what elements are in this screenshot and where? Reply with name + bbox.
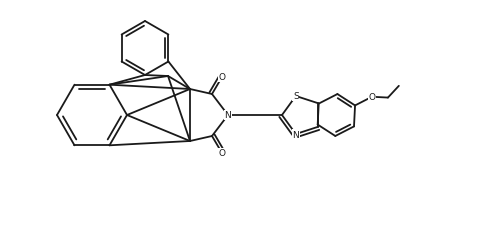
Text: O: O	[218, 149, 226, 158]
Text: S: S	[293, 92, 299, 101]
Text: O: O	[368, 93, 375, 102]
Text: N: N	[225, 111, 231, 120]
Text: O: O	[218, 73, 226, 82]
Text: N: N	[293, 130, 299, 139]
